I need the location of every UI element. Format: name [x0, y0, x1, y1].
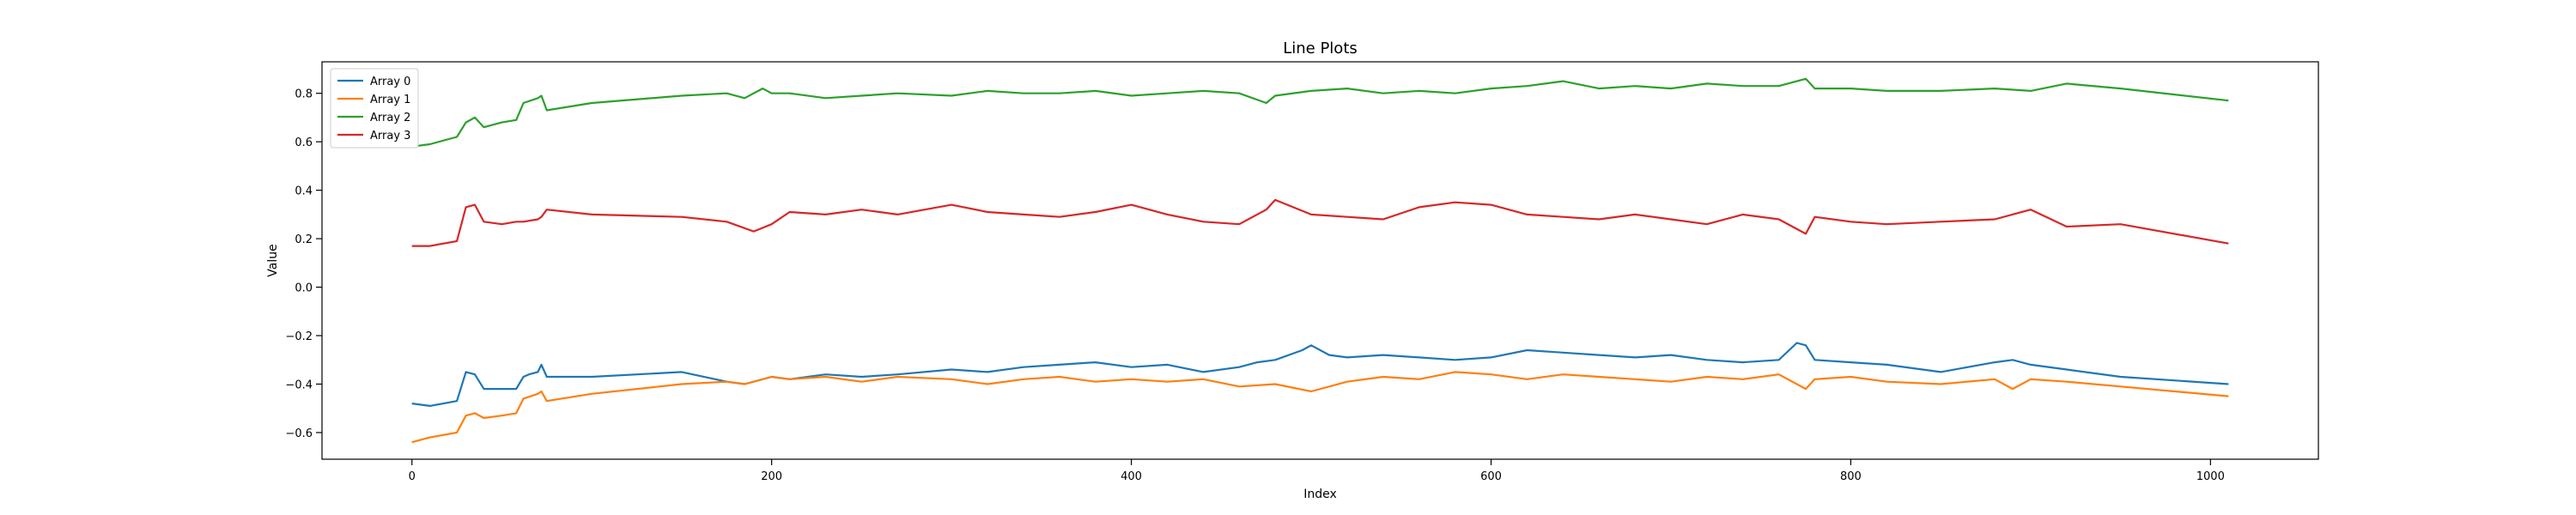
legend-box [330, 68, 419, 148]
chart-title: Line Plots [1283, 39, 1358, 58]
y-tick-label-4: 0.2 [295, 233, 313, 246]
series-line-0 [411, 342, 2229, 407]
y-tick-label-1: −0.4 [285, 379, 313, 391]
y-tick-label-2: −0.2 [285, 330, 313, 343]
series-line-1 [411, 371, 2229, 444]
y-tick-label-0: −0.6 [285, 427, 313, 440]
plot-frame [321, 61, 2319, 460]
x-tick-label-2: 400 [1121, 470, 1142, 483]
legend-label-2: Array 2 [370, 112, 410, 124]
y-tick-label-6: 0.6 [295, 136, 313, 149]
plot-area: 0 200 400 600 800 1000 −0.6 −0.4 −0.2 0.0 0.2 0.4 0.… [285, 61, 2319, 483]
x-tick-label-5: 1000 [2196, 470, 2225, 483]
y-tick-label-5: 0.4 [295, 185, 313, 198]
x-axis-label: Index [1303, 488, 1337, 501]
legend-label-1: Array 1 [370, 94, 410, 106]
series-line-2 [411, 77, 2229, 148]
x-tick-label-4: 800 [1840, 470, 1862, 483]
series-line-3 [411, 198, 2229, 247]
x-tick-label-3: 600 [1480, 470, 1502, 483]
x-tick-label-1: 200 [761, 470, 782, 483]
x-tick-label-0: 0 [409, 470, 416, 483]
y-tick-label-3: 0.0 [295, 282, 313, 295]
legend-label-3: Array 3 [370, 130, 410, 142]
y-axis-label: Value [266, 244, 280, 276]
legend-label-0: Array 0 [370, 76, 410, 88]
y-tick-label-7: 0.8 [295, 88, 313, 101]
